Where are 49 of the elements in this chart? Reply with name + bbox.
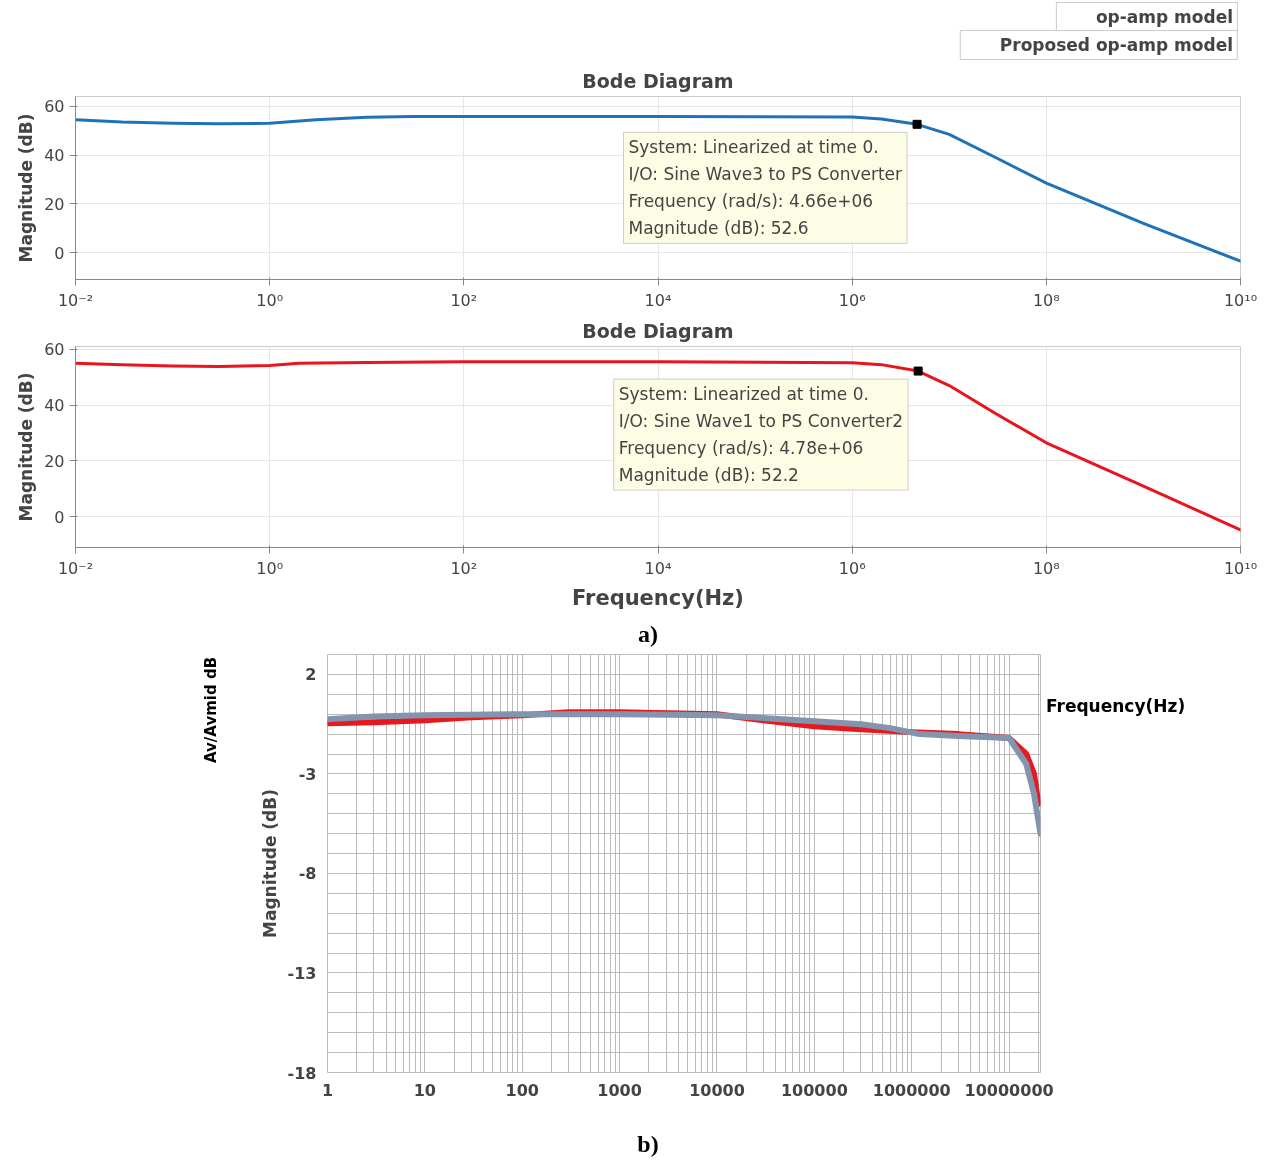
x-tick-label: 1000 [597, 1080, 642, 1100]
annotation: System: Linearized at time 0. I/O: Sine Wave3 to PS Converter Frequency (rad/s): 4.66e+06 Magnitude (dB): 52.6 [628, 137, 903, 239]
y-tick-label: -3 [298, 764, 317, 784]
y-tick-label: 60 [44, 97, 65, 117]
y-tick-label: 40 [44, 146, 65, 166]
x-tick-label: 10⁰ [256, 290, 284, 310]
x-axis-title: Frequency(Hz) [572, 585, 744, 610]
text: b) [637, 1130, 659, 1159]
annotation: System: Linearized at time 0. I/O: Sine Wave1 to PS Converter2 Frequency (rad/s): 4.78e+06 Magnitude (dB): 52.2 [618, 384, 904, 486]
y-tick-label: -8 [298, 864, 317, 884]
x-tick-label: 10⁴ [644, 290, 672, 310]
x-axis-title: Frequency(Hz) [1046, 695, 1186, 718]
chart-title: Bode Diagram [582, 319, 734, 342]
x-tick-label: 10⁶ [838, 558, 866, 578]
y-tick-label: -13 [287, 963, 317, 983]
chart-title: Bode Diagram [582, 69, 734, 92]
x-tick-label: 100 [505, 1080, 539, 1100]
text: op-amp model [1095, 7, 1233, 27]
x-tick-label: 10¹⁰ [1223, 558, 1258, 578]
x-tick-label: 10² [450, 558, 478, 578]
x-tick-label: 10⁻² [57, 558, 94, 578]
y-tick-label: -18 [287, 1063, 317, 1083]
y-axis-title: Magnitude (dB) [16, 113, 37, 263]
x-tick-label: 1 [321, 1080, 334, 1100]
y-tick-label: 60 [44, 340, 65, 360]
x-tick-label: 1000000 [872, 1080, 951, 1100]
x-tick-label: 10⁰ [256, 558, 284, 578]
x-tick-label: 10 [413, 1080, 437, 1100]
y-tick-label: 40 [44, 396, 65, 416]
x-tick-label: 100000 [780, 1080, 848, 1100]
x-tick-label: 10⁸ [1032, 290, 1060, 310]
x-tick-label: 10⁴ [644, 558, 672, 578]
y-tick-label: 20 [44, 451, 65, 471]
y-tick-label: 0 [54, 243, 65, 263]
x-tick-label: 10⁶ [838, 290, 866, 310]
y-tick-label: 0 [54, 507, 65, 527]
text: a) [638, 620, 658, 649]
x-tick-label: 10⁸ [1032, 558, 1060, 578]
text: Av/Avmid dB [201, 655, 221, 765]
y-tick-label: 20 [44, 194, 65, 214]
y-tick-label: 2 [305, 665, 317, 685]
x-tick-label: 10⁻² [57, 290, 94, 310]
y-axis-title: Magnitude (dB) [16, 372, 37, 522]
x-tick-label: 10000000 [964, 1080, 1054, 1100]
x-tick-label: 10000 [689, 1080, 745, 1100]
x-tick-label: 10¹⁰ [1223, 290, 1258, 310]
y-axis-title: Magnitude (dB) [259, 789, 280, 938]
x-tick-label: 10² [450, 290, 478, 310]
text: Proposed op-amp model [999, 35, 1233, 55]
